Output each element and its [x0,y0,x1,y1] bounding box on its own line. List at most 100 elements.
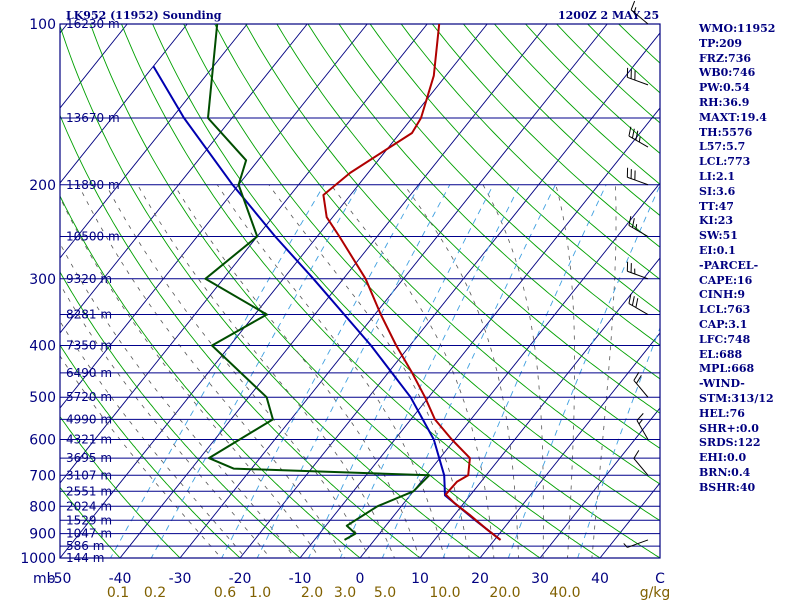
pressure-tick-label: 200 [29,178,56,194]
pressure-tick-label: 400 [29,339,56,355]
temperature-tick-label: 30 [531,571,549,587]
stat-item: LFC:748 [699,332,751,346]
height-label: 4990 m [66,412,112,426]
wind-barb-flag [628,126,632,137]
mixing-ratio-label: 20.0 [489,585,520,600]
wind-barb-flag [633,450,640,459]
isotherm [0,24,7,558]
isotherm [239,32,660,558]
stat-item: CAPE:16 [699,273,753,287]
wind-barb [633,372,649,398]
wind-barb-flag [630,0,636,11]
wind-barb-flag [633,7,637,13]
mixing-ratio-label: 1.0 [249,585,271,600]
stat-item: BSHR:40 [699,480,756,494]
isotherm [539,407,660,558]
wind-barb-flag [631,218,635,228]
wind-barb [630,0,649,25]
dry-adiabat [276,24,660,414]
stat-item: TP:209 [699,36,743,50]
stat-item: TH:5576 [699,125,753,139]
moist-adiabat [482,184,544,558]
wind-barbs [623,0,649,548]
dry-adiabat [431,24,660,248]
dry-adiabat [60,344,241,558]
moist-adiabat [268,184,470,558]
y-axis-label: mb [33,571,56,587]
dry-adiabats [60,24,660,558]
wind-barb-flag [635,224,638,230]
temperature-tick-label: 10 [411,571,429,587]
height-label: 13670 m [66,111,120,125]
height-label: 1529 m [66,513,112,527]
stat-item: WMO:11952 [699,22,776,35]
stat-item: MAXT:19.4 [699,110,767,124]
isotherm [60,24,308,334]
wind-barb-flag [623,543,628,548]
moist-adiabat [403,184,519,558]
chart-title: LK952 (11952) Sounding [66,9,222,22]
plot-frame [59,23,661,559]
pressure-tick-label: 600 [29,433,56,449]
stats-panel: WMO:11952 TP:209 FRZ:736 WB0:746 PW:0.54 RH:3… [699,22,775,496]
wind-barb-flag [638,419,643,425]
stat-item: RH:36.9 [699,95,750,109]
stat-item: KI:23 [699,214,734,228]
dry-adiabat [60,486,121,558]
wind-barb-staff [627,176,649,186]
isotherms [0,24,660,558]
pressure-tick-label: 100 [29,17,56,33]
stat-item: WB0:746 [699,66,756,80]
temperature-profile-line [322,24,502,541]
wind-barb [626,67,649,86]
wind-barb-staff [628,135,649,148]
isotherm [60,24,188,184]
dewpoint-profile-line [204,24,431,541]
isotherm [119,24,548,558]
stat-item: EHI:0.0 [699,451,747,465]
stat-item: LI:2.1 [699,169,736,183]
temperature-tick-label: -40 [109,571,132,587]
wind-barb-staff [627,539,649,548]
height-label: 1047 m [66,527,112,541]
mixing-ratio-label: 0.1 [107,585,129,600]
mixing-ratio-line [308,184,494,558]
mixing-ratio-line [577,326,660,558]
temperature-tick-label: 40 [591,571,609,587]
isotherm [419,257,660,558]
isotherm [60,24,488,558]
stat-item: TT:47 [699,199,734,213]
stat-item: LCL:773 [699,155,751,169]
dry-adiabat [152,24,660,558]
mixing-ratio-label: g/kg [640,585,671,600]
wind-barb-flag [631,128,635,139]
wind-barb [626,167,649,186]
mixing-ratio-label: 40.0 [549,585,580,600]
height-label: 10500 m [66,229,120,243]
temperature-tick-label: -30 [169,571,192,587]
height-label: 2024 m [66,499,112,513]
dry-adiabat [60,271,301,558]
stat-item: CAP:3.1 [699,317,748,331]
height-label: 3107 m [66,468,112,482]
isotherm [359,182,660,558]
moist-adiabat [105,184,370,558]
wind-barb-flag [635,130,639,141]
dry-adiabat [400,24,660,280]
moist-adiabat [60,196,321,558]
wind-barb-staff [628,303,649,315]
dry-adiabat [89,24,541,558]
wind-barb [628,216,649,237]
height-label: 144 m [66,551,104,565]
wind-barb-flag [628,294,632,304]
stat-item: SI:3.6 [699,184,736,198]
mixing-ratio-line [442,184,607,558]
moist-adiabat [216,184,445,558]
wind-barb-flag [638,136,641,143]
pressure-tick-label: 500 [29,390,56,406]
stat-item: BRN:0.4 [699,465,751,479]
moist-adiabat [330,184,495,558]
isotherm [60,24,248,259]
wind-barb [626,261,649,280]
